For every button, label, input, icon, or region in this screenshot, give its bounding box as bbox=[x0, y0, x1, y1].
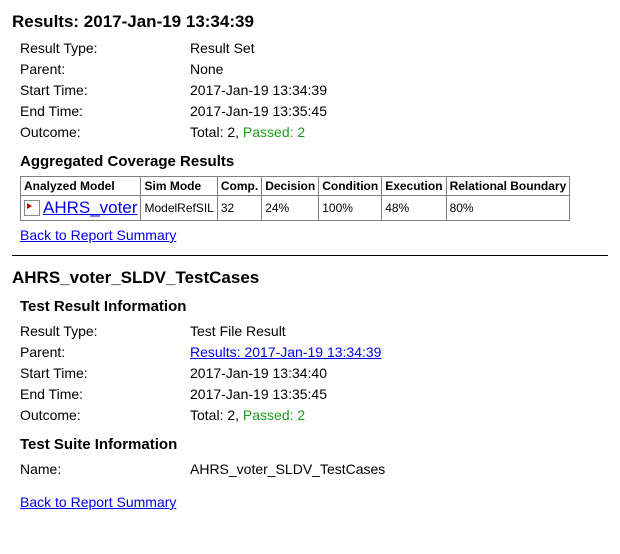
outcome-total: Total: 2, bbox=[190, 407, 243, 423]
result-type-value: Test File Result bbox=[190, 321, 608, 342]
cell-comp: 32 bbox=[217, 196, 261, 221]
table-row: AHRS_voter ModelRefSIL 32 24% 100% 48% 8… bbox=[21, 196, 570, 221]
suite-name-label: Name: bbox=[20, 459, 190, 480]
results-title: Results: 2017-Jan-19 13:34:39 bbox=[12, 12, 608, 32]
start-time-label: Start Time: bbox=[20, 363, 190, 384]
parent-label: Parent: bbox=[20, 59, 190, 80]
col-analyzed-model: Analyzed Model bbox=[21, 177, 141, 196]
outcome-total: Total: 2, bbox=[190, 124, 243, 140]
parent-link[interactable]: Results: 2017-Jan-19 13:34:39 bbox=[190, 344, 381, 360]
cell-decision: 24% bbox=[262, 196, 319, 221]
outcome-label: Outcome: bbox=[20, 122, 190, 143]
result-type-value: Result Set bbox=[190, 38, 608, 59]
test-result-info-title: Test Result Information bbox=[20, 298, 608, 315]
table-header-row: Analyzed Model Sim Mode Comp. Decision C… bbox=[21, 177, 570, 196]
cell-execution: 48% bbox=[382, 196, 446, 221]
model-icon bbox=[24, 200, 40, 216]
col-sim-mode: Sim Mode bbox=[141, 177, 217, 196]
bottom-info-block: Result Type: Test File Result Parent: Re… bbox=[20, 321, 608, 426]
end-time-value: 2017-Jan-19 13:35:45 bbox=[190, 101, 608, 122]
col-execution: Execution bbox=[382, 177, 446, 196]
test-suite-info-title: Test Suite Information bbox=[20, 436, 608, 453]
start-time-value: 2017-Jan-19 13:34:40 bbox=[190, 363, 608, 384]
suite-name-value: AHRS_voter_SLDV_TestCases bbox=[190, 459, 608, 480]
outcome-value: Total: 2, Passed: 2 bbox=[190, 405, 608, 426]
aggregated-coverage-title: Aggregated Coverage Results bbox=[20, 153, 608, 170]
start-time-label: Start Time: bbox=[20, 80, 190, 101]
model-link[interactable]: AHRS_voter bbox=[43, 198, 137, 217]
back-to-summary-link[interactable]: Back to Report Summary bbox=[20, 494, 176, 510]
section-divider bbox=[12, 255, 608, 256]
back-to-summary-link[interactable]: Back to Report Summary bbox=[20, 227, 176, 243]
testcases-title: AHRS_voter_SLDV_TestCases bbox=[12, 268, 608, 288]
end-time-value: 2017-Jan-19 13:35:45 bbox=[190, 384, 608, 405]
col-relational: Relational Boundary bbox=[446, 177, 570, 196]
coverage-table: Analyzed Model Sim Mode Comp. Decision C… bbox=[20, 176, 570, 221]
cell-relational: 80% bbox=[446, 196, 570, 221]
outcome-passed: Passed: 2 bbox=[243, 124, 305, 140]
result-type-label: Result Type: bbox=[20, 38, 190, 59]
suite-info-block: Name: AHRS_voter_SLDV_TestCases bbox=[20, 459, 608, 480]
outcome-label: Outcome: bbox=[20, 405, 190, 426]
col-condition: Condition bbox=[319, 177, 382, 196]
top-info-block: Result Type: Result Set Parent: None Sta… bbox=[20, 38, 608, 143]
outcome-passed: Passed: 2 bbox=[243, 407, 305, 423]
end-time-label: End Time: bbox=[20, 384, 190, 405]
col-decision: Decision bbox=[262, 177, 319, 196]
end-time-label: End Time: bbox=[20, 101, 190, 122]
parent-value: None bbox=[190, 59, 608, 80]
start-time-value: 2017-Jan-19 13:34:39 bbox=[190, 80, 608, 101]
col-comp: Comp. bbox=[217, 177, 261, 196]
parent-label: Parent: bbox=[20, 342, 190, 363]
cell-sim-mode: ModelRefSIL bbox=[141, 196, 217, 221]
cell-condition: 100% bbox=[319, 196, 382, 221]
result-type-label: Result Type: bbox=[20, 321, 190, 342]
outcome-value: Total: 2, Passed: 2 bbox=[190, 122, 608, 143]
